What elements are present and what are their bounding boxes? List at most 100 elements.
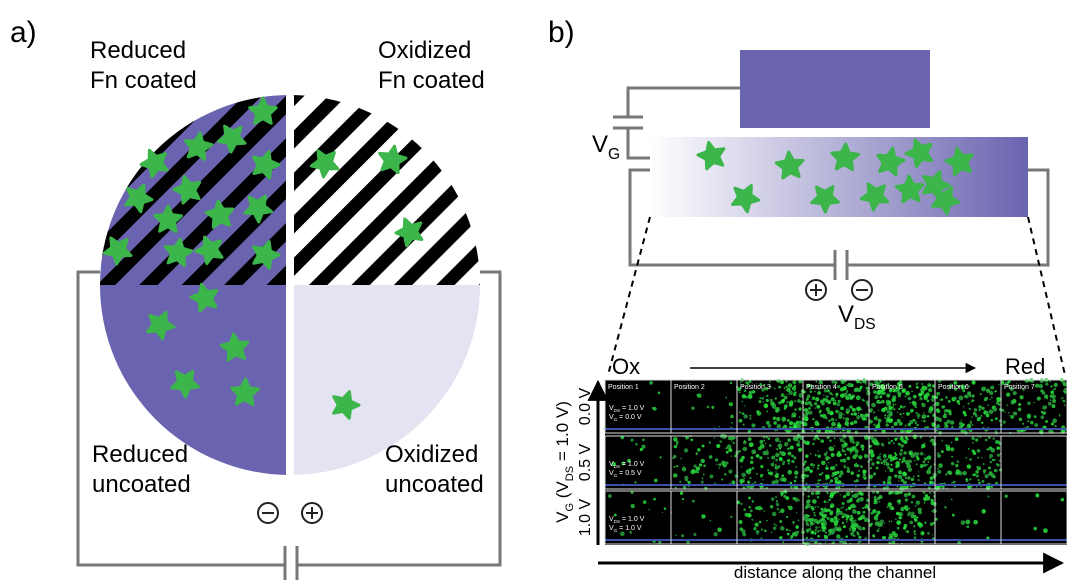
cell-signal xyxy=(933,421,935,424)
cell-signal xyxy=(1039,378,1045,384)
cell-signal xyxy=(850,531,855,536)
cell-star xyxy=(124,183,154,214)
cell-signal xyxy=(884,522,886,524)
cell-signal xyxy=(845,411,848,414)
cell-signal xyxy=(815,526,818,529)
cell-signal xyxy=(775,496,777,499)
cell-signal xyxy=(886,393,891,398)
cell-signal xyxy=(912,394,917,399)
cell-signal xyxy=(965,519,971,525)
cell-signal xyxy=(919,464,924,468)
cell-signal xyxy=(854,453,859,458)
cell-signal xyxy=(682,465,685,467)
cell-signal xyxy=(805,410,810,415)
cell-signal xyxy=(762,401,764,403)
cell-signal xyxy=(762,450,767,456)
cell-signal xyxy=(1006,404,1009,407)
cell-signal xyxy=(780,393,785,398)
cell-signal xyxy=(749,460,754,465)
cell-signal xyxy=(953,380,958,385)
cell-signal xyxy=(930,498,934,503)
cell-signal xyxy=(866,404,869,407)
cell-signal xyxy=(797,399,801,403)
cell-note: VDS = 1.0 V xyxy=(609,516,645,524)
cell-star xyxy=(172,175,202,205)
cell-signal xyxy=(780,380,784,385)
cell-signal xyxy=(937,467,939,470)
cell-signal xyxy=(1033,401,1035,404)
capacitor-a xyxy=(283,546,299,580)
cell-signal xyxy=(947,409,952,414)
cell-signal xyxy=(971,394,975,398)
cell-signal xyxy=(846,429,851,434)
cell-signal xyxy=(982,463,985,465)
cell-signal xyxy=(775,416,781,422)
cell-signal xyxy=(981,479,985,483)
cell-signal xyxy=(879,380,882,383)
cell-signal xyxy=(818,519,822,523)
cell-signal xyxy=(725,450,729,454)
cell-signal xyxy=(860,408,863,411)
cell-signal xyxy=(902,480,907,485)
cell-signal xyxy=(877,422,881,425)
cell-signal xyxy=(878,527,880,530)
cell-signal xyxy=(929,436,931,438)
text-part: V xyxy=(609,405,614,412)
cell-signal xyxy=(989,453,993,458)
cell-signal xyxy=(862,469,867,474)
cell-signal xyxy=(953,396,957,400)
text-part: G xyxy=(614,417,618,422)
cell-signal xyxy=(978,481,981,485)
cell-signal xyxy=(653,406,657,411)
cell-signal xyxy=(696,393,700,397)
text-part: V xyxy=(609,470,614,477)
cell-signal xyxy=(694,470,698,474)
cell-signal xyxy=(978,468,981,471)
cell-signal xyxy=(859,528,862,531)
cell-signal xyxy=(803,460,807,464)
cell-signal xyxy=(762,479,764,481)
cell-signal xyxy=(748,380,752,384)
cell-signal xyxy=(901,416,903,419)
cell-signal xyxy=(877,418,882,423)
cell-signal xyxy=(969,458,972,461)
cell-signal xyxy=(785,496,790,500)
cell-signal xyxy=(965,478,968,481)
text-part: DS xyxy=(564,466,576,481)
cell-signal xyxy=(971,436,975,441)
cell-signal xyxy=(911,494,916,499)
cell-signal xyxy=(765,420,770,425)
cell-signal xyxy=(781,398,785,403)
cell-signal xyxy=(761,397,765,400)
cell-signal xyxy=(898,499,902,503)
cell-signal xyxy=(957,540,961,545)
cell-signal xyxy=(990,418,994,422)
cell-signal xyxy=(857,541,860,544)
cell-signal xyxy=(914,504,917,507)
cell-signal xyxy=(766,469,770,472)
cell-signal xyxy=(911,400,916,405)
cell-signal xyxy=(1033,526,1037,531)
cell-signal xyxy=(836,402,840,407)
cell-signal xyxy=(866,486,869,489)
cell-signal xyxy=(985,438,988,442)
cell-signal xyxy=(907,422,911,427)
cell-signal xyxy=(845,535,848,538)
cell-signal xyxy=(787,481,789,483)
cell-star xyxy=(309,149,340,179)
cell-signal xyxy=(766,410,769,413)
cell-signal xyxy=(849,405,853,409)
cell-signal xyxy=(821,509,825,514)
cell-signal xyxy=(922,385,928,391)
cell-signal xyxy=(998,384,1000,386)
cell-signal xyxy=(876,510,881,515)
cell-signal xyxy=(787,470,793,475)
cell-signal xyxy=(826,492,829,495)
cell-signal xyxy=(738,449,741,453)
cell-signal xyxy=(765,398,769,403)
cell-signal xyxy=(812,417,815,421)
cell-signal xyxy=(866,389,869,392)
cell-signal xyxy=(886,401,891,407)
cell-signal xyxy=(901,458,904,461)
cell-star xyxy=(774,150,805,180)
